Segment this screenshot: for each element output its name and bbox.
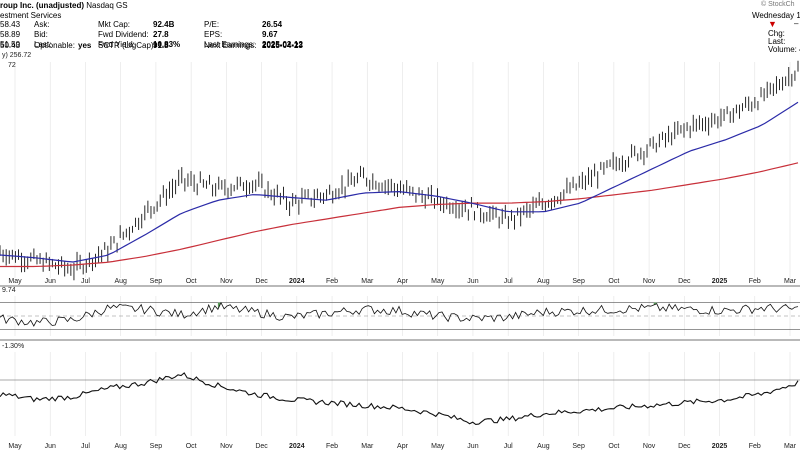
eps-value: 9.67 — [262, 30, 278, 39]
x-label-top-19: Dec — [678, 278, 691, 285]
last-label-right: Last: — [768, 37, 786, 46]
x-label-top-12: May — [431, 278, 445, 285]
x-label-top-0: May — [8, 278, 22, 285]
x-label-top-5: Oct — [186, 278, 197, 285]
last-earnings-value: 2025-02-12 — [262, 40, 303, 49]
x-label-bottom-12: May — [431, 443, 445, 450]
watermark: © StockCh — [761, 1, 795, 8]
x-label-bottom-13: Jun — [467, 443, 478, 450]
x-label-top-3: Aug — [114, 278, 127, 285]
chg-label: Chg: — [768, 29, 785, 38]
ma-legend-text: y) 256.72 — [2, 52, 31, 59]
header-bottom-row: 50.43 Optionable: yes SCTR (LrgCap): 91.… — [0, 41, 800, 51]
x-label-bottom-10: Mar — [361, 443, 374, 450]
x-label-top-22: Mar — [784, 278, 797, 285]
x-label-top-20: 2025 — [712, 278, 728, 285]
bid-label: Bid: — [34, 30, 48, 39]
sector: estment Services — [0, 11, 62, 20]
fwd-yield-label: Fwd Yield: — [98, 40, 135, 49]
company-name: roup Inc. (unadjusted) Nasdaq GS — [0, 1, 128, 10]
x-label-bottom-20: 2025 — [712, 443, 728, 450]
x-label-top-2: Jul — [81, 278, 90, 285]
relative-value-label: -1.30% — [2, 343, 24, 350]
last-value: 51.50 — [0, 40, 21, 49]
x-label-bottom-0: May — [8, 443, 22, 450]
x-label-bottom-22: Mar — [784, 443, 797, 450]
x-label-top-6: Nov — [220, 278, 233, 285]
ma50-line — [0, 101, 799, 263]
x-label-top-11: Apr — [397, 278, 409, 285]
x-label-top-17: Oct — [608, 278, 619, 285]
ma-legend-value: 72 — [8, 62, 16, 69]
indicator-value-label: 9.74 — [2, 287, 16, 294]
indicator-line — [0, 301, 799, 327]
pe-value: 26.54 — [262, 20, 283, 29]
ask-label: Ask: — [34, 20, 50, 29]
x-label-bottom-18: Nov — [643, 443, 656, 450]
quote-header: roup Inc. (unadjusted) Nasdaq GS estment… — [0, 0, 800, 54]
x-label-top-15: Aug — [537, 278, 550, 285]
sctr-value: 91.8 — [153, 41, 169, 50]
x-label-top-14: Jul — [504, 278, 513, 285]
ma200-line — [0, 162, 799, 268]
x-label-top-1: Jun — [45, 278, 56, 285]
x-label-top-16: Sep — [572, 278, 585, 285]
next-earnings-value: 2025-04-23 — [262, 41, 303, 50]
fwd-dividend-value: 27.8 — [153, 30, 169, 39]
bid-value: 58.89 — [0, 30, 21, 39]
x-label-bottom-5: Oct — [186, 443, 197, 450]
x-label-bottom-6: Nov — [220, 443, 233, 450]
x-label-top-10: Mar — [361, 278, 374, 285]
x-label-bottom-21: Feb — [749, 443, 761, 450]
optionable-value: yes — [78, 41, 92, 50]
x-label-bottom-4: Sep — [150, 443, 163, 450]
x-label-bottom-16: Sep — [572, 443, 585, 450]
fwd-yield-value: 10.83% — [153, 40, 181, 49]
x-label-top-4: Sep — [150, 278, 163, 285]
optionable-label: Optionable: — [34, 41, 75, 50]
date-label: Wednesday 12-M — [752, 11, 800, 20]
x-label-bottom-15: Aug — [537, 443, 550, 450]
fwd-dividend-label: Fwd Dividend: — [98, 30, 149, 39]
x-label-bottom-14: Jul — [504, 443, 513, 450]
x-label-top-21: Feb — [749, 278, 761, 285]
relative-strength-line — [0, 372, 799, 425]
x-label-bottom-19: Dec — [678, 443, 691, 450]
x-label-top-9: Feb — [326, 278, 338, 285]
mktcap-label: Mkt Cap: — [98, 20, 131, 29]
eps-label: EPS: — [204, 30, 223, 39]
volume-label: Volume: 4,0 — [768, 45, 800, 54]
down-triangle-icon: ▼ — [768, 19, 777, 29]
mktcap-value: 92.4B — [153, 20, 175, 29]
x-label-bottom-11: Apr — [397, 443, 409, 450]
optionable-row: 50.43 — [0, 41, 21, 50]
x-label-bottom-3: Aug — [114, 443, 127, 450]
x-label-top-8: 2024 — [289, 278, 305, 285]
ask-value: 58.43 — [0, 20, 21, 29]
sctr-label: SCTR (LrgCap): — [98, 41, 156, 50]
x-label-bottom-17: Oct — [608, 443, 619, 450]
x-label-bottom-7: Dec — [255, 443, 268, 450]
dash-icon: – — [794, 19, 799, 28]
x-label-bottom-8: 2024 — [289, 443, 305, 450]
pe-label: P/E: — [204, 20, 220, 29]
next-earnings-label: Next Earnings: — [204, 41, 257, 50]
x-label-top-7: Dec — [255, 278, 268, 285]
x-label-bottom-2: Jul — [81, 443, 90, 450]
x-label-bottom-9: Feb — [326, 443, 338, 450]
stock-chart: May May Jun Jun Jul Jul Aug Aug Sep Sep Oct Oct Nov N… — [0, 52, 800, 450]
x-label-top-18: Nov — [643, 278, 656, 285]
x-label-top-13: Jun — [467, 278, 478, 285]
last-earnings-label: Last Earnings: — [204, 40, 256, 49]
last-label: Last: — [34, 40, 52, 49]
x-label-bottom-1: Jun — [45, 443, 56, 450]
